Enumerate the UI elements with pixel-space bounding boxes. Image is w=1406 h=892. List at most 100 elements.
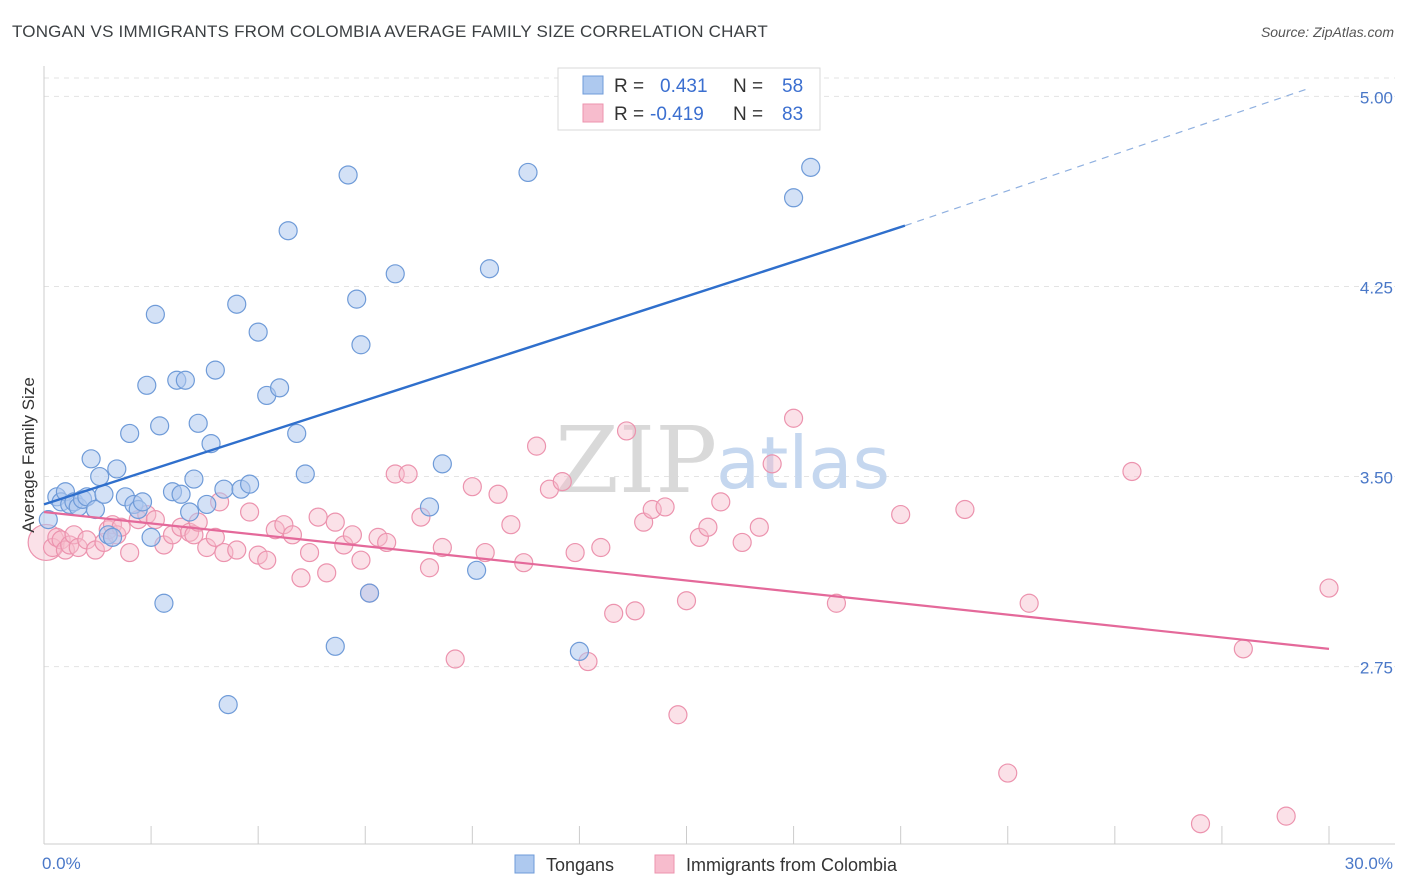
tongan-point [214,479,234,499]
colombia-trend-line [43,510,1330,650]
tongan-point [278,221,298,241]
colombia-point [1233,639,1253,659]
bottom-legend-colombia: Immigrants from Colombia [686,855,898,875]
bottom-legend-swatch-colombia [654,854,675,874]
tongan-point [107,459,127,479]
legend-r-value: -0.419 [650,104,704,125]
colombia-point [419,558,440,578]
trend-lines [43,88,1330,650]
colombia-point [342,525,362,545]
bottom-legend: Tongans Immigrants from Colombia [514,854,898,875]
tongan-point [132,492,153,512]
colombia-point [616,421,637,441]
legend-r-value: 0.431 [660,76,708,97]
tongan-point [432,454,452,474]
watermark: ZIP atlas [555,407,890,514]
legend: R = 0.431 N = 58 R = -0.419 N = 83 [557,67,821,131]
tongan-points [38,157,821,715]
colombia-point [462,477,482,497]
tongan-trend-extension [904,88,1308,227]
tongan-point [38,510,58,530]
tongan-point [102,527,123,547]
colombia-point [698,517,718,537]
colombia-point [1319,578,1339,598]
tongan-point [180,502,200,522]
tongan-point [90,466,110,487]
tongan-point [141,527,161,547]
colombia-point [891,504,911,525]
x-ticks [43,826,1330,844]
colombia-point [120,542,140,563]
tongan-point [218,695,238,715]
tongan-point [197,494,217,515]
chart-source: Source: ZipAtlas.com [1260,24,1394,40]
tongan-point [347,289,367,309]
legend-r-label: R = [614,76,644,97]
colombia-point [676,591,697,611]
tongan-point [269,378,290,398]
colombia-point [668,705,688,725]
colombia-point [398,464,418,484]
tongan-point [385,264,405,284]
tongan-point [569,641,590,662]
x-tick-label-max: 30.0% [1345,854,1393,873]
y-tick-label: 3.50 [1360,469,1393,488]
colombia-point [998,763,1018,783]
tongan-point [467,560,487,580]
tongan-point [801,157,821,177]
legend-swatch-tongans [582,75,604,95]
colombia-points [27,408,1339,834]
legend-n-value: 83 [782,104,803,125]
colombia-point [1190,814,1211,834]
bottom-legend-tongans: Tongans [546,855,614,875]
colombia-point [655,497,675,517]
colombia-point [488,484,508,504]
tongan-point [154,593,174,613]
y-axis-title: Average Family Size [19,377,38,533]
colombia-point [1276,806,1296,826]
tongan-point [205,360,225,380]
tongan-point [287,423,307,444]
colombia-point [1122,461,1142,482]
tongan-point [359,583,380,603]
watermark-atlas: atlas [716,421,890,505]
colombia-point [501,515,521,535]
colombia-point [1019,593,1039,613]
tongan-point [479,259,500,279]
tongan-point [518,162,538,183]
tongan-point [137,375,157,395]
colombia-point [351,550,371,570]
colombia-point [308,507,328,527]
colombia-point [826,593,847,613]
colombia-point [591,537,611,558]
colombia-point [552,472,572,492]
y-tick-labels: 2.75 3.50 4.25 5.00 [1360,88,1393,677]
chart-title: TONGAN VS IMMIGRANTS FROM COLOMBIA AVERA… [12,22,768,41]
colombia-point [604,603,624,623]
colombia-point [240,502,260,522]
tongan-point [248,322,268,342]
tongan-trend-line [43,224,906,506]
colombia-point [145,510,165,530]
colombia-point [184,525,204,545]
legend-swatch-colombia [582,103,604,123]
y-tick-label: 2.75 [1360,659,1393,678]
x-tick-label-min: 0.0% [42,854,81,873]
colombia-point [783,408,804,428]
colombia-point [445,649,465,669]
grid-lines [44,77,1395,668]
colombia-point [325,512,345,532]
colombia-point [257,550,277,570]
tongan-point [295,464,315,484]
colombia-point [317,563,337,583]
colombia-point [762,454,782,474]
tongan-point [188,413,208,433]
colombia-point [227,540,247,560]
tongan-point [325,636,345,656]
tongan-point [145,304,165,324]
bottom-legend-swatch-tongans [514,854,535,874]
colombia-point [625,601,645,621]
colombia-point [64,525,84,545]
tongan-point [175,370,195,390]
colombia-point [475,542,495,563]
